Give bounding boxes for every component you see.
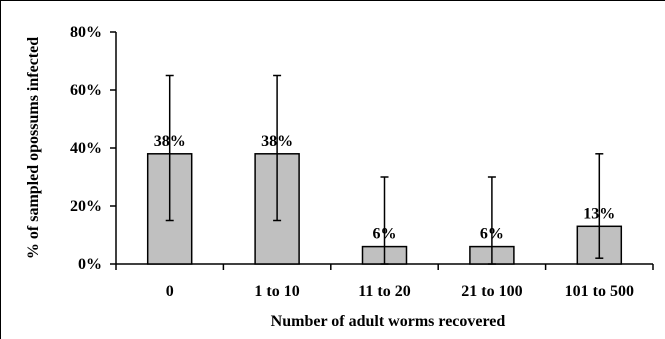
data-label: 38% bbox=[261, 133, 293, 150]
x-tick-label: 21 to 100 bbox=[461, 283, 522, 300]
x-tick-label: 0 bbox=[166, 283, 174, 300]
y-tick-label: 20% bbox=[70, 198, 102, 215]
x-axis-title: Number of adult worms recovered bbox=[271, 313, 506, 330]
data-label: 6% bbox=[480, 226, 504, 243]
x-tick-label: 11 to 20 bbox=[358, 283, 410, 300]
error-bars bbox=[165, 74, 604, 265]
error-bar bbox=[273, 74, 282, 222]
error-bar bbox=[487, 176, 496, 265]
x-tick-label: 1 to 10 bbox=[254, 283, 299, 300]
error-bar bbox=[595, 153, 604, 259]
x-ticks: 0 1 to 10 11 to 20 21 to 100 101 to 500 bbox=[115, 264, 654, 300]
data-labels: 38% 38% 6% 6% 13% bbox=[154, 133, 616, 243]
error-bar bbox=[380, 176, 389, 265]
data-label: 13% bbox=[583, 205, 615, 222]
y-axis-title: % of sampled opossums infected bbox=[25, 37, 42, 259]
y-ticks: 0% 20% 40% 60% 80% bbox=[70, 24, 116, 273]
y-tick-label: 0% bbox=[78, 256, 102, 273]
y-tick-label: 40% bbox=[70, 140, 102, 157]
y-tick-label: 60% bbox=[70, 82, 102, 99]
y-tick-label: 80% bbox=[70, 24, 102, 41]
data-label: 38% bbox=[154, 133, 186, 150]
data-label: 6% bbox=[373, 226, 397, 243]
error-bar bbox=[165, 74, 174, 222]
x-tick-label: 101 to 500 bbox=[565, 283, 634, 300]
